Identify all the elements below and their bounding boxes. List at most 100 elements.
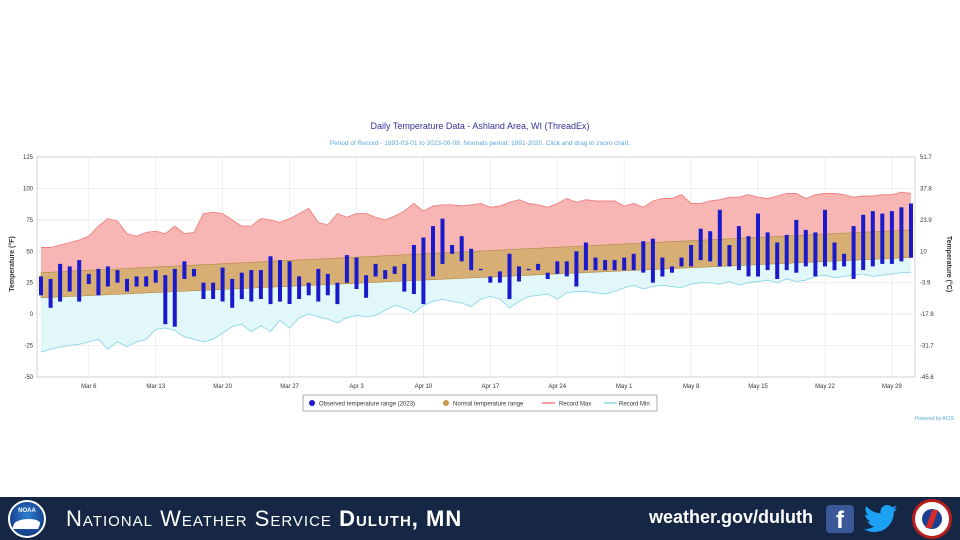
chart-credit[interactable]: Powered by ACIS bbox=[915, 416, 955, 422]
legend-box bbox=[302, 394, 658, 412]
observed-bar bbox=[220, 267, 225, 302]
observed-bar bbox=[517, 266, 521, 282]
observed-bar bbox=[536, 263, 541, 271]
x-tick-label: Apr 17 bbox=[481, 384, 499, 390]
observed-bar bbox=[507, 253, 512, 300]
observed-bar bbox=[861, 214, 866, 271]
legend-item-record-min[interactable]: Record Min bbox=[604, 402, 650, 408]
record-max-area bbox=[41, 192, 911, 273]
legend[interactable]: Observed temperature range (2023) Normal… bbox=[302, 394, 658, 412]
observed-bar bbox=[564, 261, 569, 277]
observed-bar bbox=[58, 263, 63, 302]
office-title: National Weather Service Duluth, MN bbox=[66, 506, 462, 532]
observed-bar bbox=[325, 273, 330, 296]
observed-bar bbox=[555, 261, 560, 274]
observed-bar bbox=[316, 268, 321, 302]
twitter-icon[interactable] bbox=[864, 504, 898, 534]
temperature-chart[interactable]: Daily Temperature Data - Ashland Area, W… bbox=[0, 110, 960, 430]
observed-bar bbox=[641, 241, 646, 273]
legend-label-record-min: Record Min bbox=[619, 402, 650, 408]
x-tick-label: Mar 13 bbox=[146, 384, 165, 390]
observed-bar bbox=[574, 251, 579, 287]
observed-bar bbox=[689, 245, 694, 267]
noaa-logo[interactable]: NOAA bbox=[8, 500, 46, 538]
observed-bar bbox=[717, 209, 722, 267]
legend-marker-observed bbox=[309, 400, 315, 406]
observed-bar bbox=[765, 232, 770, 271]
x-tick-label: Mar 6 bbox=[81, 384, 97, 390]
observed-bar bbox=[622, 257, 627, 271]
observed-bar bbox=[344, 255, 349, 283]
legend-label-normal: Normal temperature range bbox=[453, 402, 524, 408]
y-tick-label-right: -3.9 bbox=[920, 281, 931, 287]
observed-bar bbox=[268, 256, 273, 305]
observed-bar bbox=[545, 272, 550, 279]
legend-marker-normal bbox=[443, 400, 449, 406]
observed-bar bbox=[392, 266, 397, 274]
observed-bar bbox=[258, 270, 263, 299]
y-tick-label-right: -17.8 bbox=[920, 312, 934, 318]
legend-item-normal[interactable]: Normal temperature range bbox=[443, 400, 524, 408]
observed-bar bbox=[364, 275, 369, 298]
observed-bar bbox=[823, 209, 827, 267]
chart-svg[interactable]: Daily Temperature Data - Ashland Area, W… bbox=[0, 110, 960, 430]
legend-label-observed: Observed temperature range (2023) bbox=[319, 402, 415, 408]
y-tick-label-left: 25 bbox=[26, 281, 33, 287]
observed-bar bbox=[583, 242, 588, 271]
observed-bar bbox=[211, 282, 216, 299]
observed-bar bbox=[373, 263, 378, 277]
x-tick-label: May 29 bbox=[882, 384, 902, 390]
observed-bar bbox=[488, 276, 493, 283]
y-tick-label-left: -25 bbox=[24, 344, 33, 350]
observed-bar bbox=[631, 253, 636, 271]
observed-bar bbox=[870, 211, 875, 267]
observed-bar bbox=[803, 229, 808, 267]
observed-bar bbox=[459, 236, 464, 262]
noaa-bird-icon bbox=[12, 519, 42, 529]
observed-bar bbox=[153, 270, 158, 283]
observed-bar bbox=[469, 248, 474, 271]
observed-bar bbox=[402, 263, 407, 292]
x-tick-label: May 15 bbox=[748, 384, 768, 390]
legend-item-observed[interactable]: Observed temperature range (2023) bbox=[309, 400, 415, 408]
observed-bar bbox=[48, 278, 53, 308]
observed-bar bbox=[842, 253, 847, 267]
nws-logo[interactable] bbox=[912, 499, 952, 539]
chart-title: Daily Temperature Data - Ashland Area, W… bbox=[371, 121, 590, 131]
observed-bar bbox=[440, 218, 445, 264]
website-link[interactable]: weather.gov/duluth bbox=[649, 507, 814, 527]
office-title-bold: Duluth, MN bbox=[339, 506, 463, 531]
y-tick-label-right: 10 bbox=[920, 249, 927, 255]
observed-bar bbox=[660, 257, 665, 277]
plot-area-border bbox=[36, 156, 916, 378]
observed-bar bbox=[746, 236, 751, 277]
observed-bar bbox=[603, 260, 608, 271]
observed-bar bbox=[105, 266, 110, 287]
observed-bar bbox=[756, 213, 760, 277]
legend-item-record-max[interactable]: Record Max bbox=[542, 402, 591, 408]
y-tick-label-left: 50 bbox=[26, 249, 33, 255]
observed-bar bbox=[679, 257, 684, 267]
observed-bar bbox=[736, 226, 741, 271]
facebook-icon[interactable]: f bbox=[826, 505, 854, 534]
observed-bar bbox=[813, 232, 818, 277]
observed-bar bbox=[670, 266, 674, 273]
legend-label-record-max: Record Max bbox=[559, 402, 591, 408]
observed-bar bbox=[411, 245, 416, 294]
y-tick-label-left: 125 bbox=[23, 155, 34, 161]
observed-bars[interactable] bbox=[39, 203, 913, 327]
observed-bar bbox=[650, 238, 655, 283]
office-title-regular: National Weather Service bbox=[66, 506, 332, 531]
x-tick-label: Apr 24 bbox=[548, 384, 566, 390]
x-tick-label: Mar 27 bbox=[280, 384, 299, 390]
record-max-line bbox=[41, 191, 912, 248]
record-min-line bbox=[40, 272, 911, 353]
observed-bar bbox=[134, 276, 139, 287]
temperature-bands bbox=[40, 191, 912, 353]
observed-bar bbox=[77, 260, 82, 302]
observed-bar bbox=[889, 211, 894, 264]
observed-bar bbox=[775, 242, 780, 279]
y-tick-label-left: 75 bbox=[26, 218, 33, 224]
observed-bar bbox=[708, 231, 713, 262]
observed-bar bbox=[612, 260, 617, 271]
